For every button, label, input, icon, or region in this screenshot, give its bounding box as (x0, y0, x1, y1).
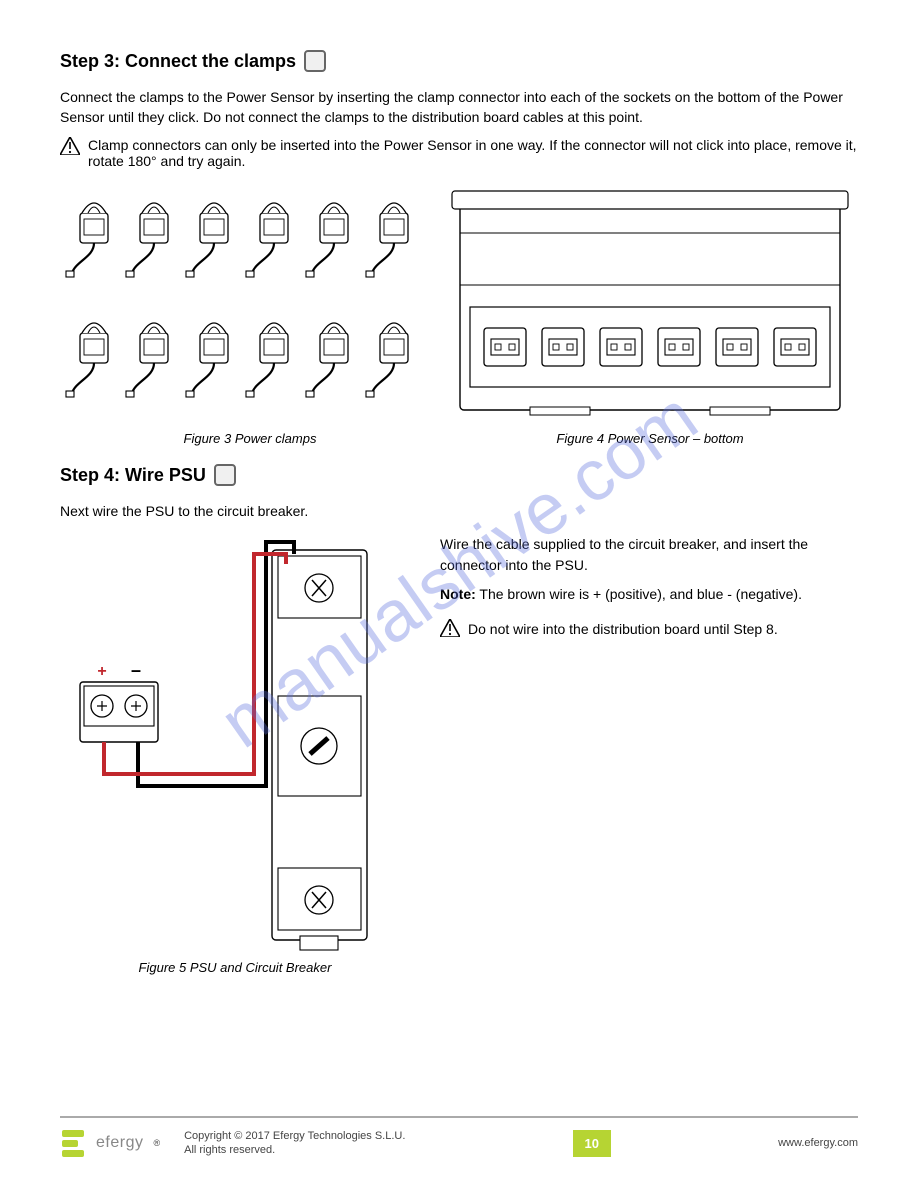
power-sensor-diagram (450, 185, 850, 425)
clamps-diagram (60, 185, 440, 425)
figure3-caption: Figure 3 Power clamps (184, 431, 317, 446)
footer-left: efergy ® Copyright © 2017 Efergy Technol… (60, 1128, 405, 1158)
brand-logo-icon (60, 1128, 86, 1158)
step3-checkbox[interactable] (304, 50, 326, 72)
figure-row-1: Figure 3 Power clamps (60, 185, 858, 446)
step4-right-text: Wire the cable supplied to the circuit b… (440, 534, 858, 975)
figure3: Figure 3 Power clamps (60, 185, 440, 446)
svg-text:+: + (97, 663, 106, 680)
step4-warning-text: Do not wire into the distribution board … (468, 619, 778, 640)
step4-content-row: + – Figure 5 PSU and Circuit Breaker Wir… (60, 534, 858, 975)
step4-intro: Next wire the PSU to the circuit breaker… (60, 502, 858, 522)
page-footer: efergy ® Copyright © 2017 Efergy Technol… (60, 1116, 858, 1158)
warning-icon (60, 137, 80, 155)
footer-brand: efergy (96, 1134, 143, 1152)
figure4-caption: Figure 4 Power Sensor – bottom (556, 431, 743, 446)
figure4: Figure 4 Power Sensor – bottom (450, 185, 850, 446)
step4-title: Step 4: Wire PSU (60, 464, 858, 486)
footer-copy-line2: All rights reserved. (184, 1144, 275, 1156)
step3-warning-text: Clamp connectors can only be inserted in… (88, 137, 858, 169)
step4-title-text: Step 4: Wire PSU (60, 465, 206, 486)
svg-text:–: – (131, 660, 141, 680)
step4-note-label: Note: (440, 586, 476, 602)
step3-warning: Clamp connectors can only be inserted in… (60, 137, 858, 169)
figure5: + – Figure 5 PSU and Circuit Breaker (60, 534, 410, 975)
figure5-caption: Figure 5 PSU and Circuit Breaker (139, 960, 332, 975)
step4-checkbox[interactable] (214, 464, 236, 486)
psu-breaker-diagram: + – (60, 534, 410, 954)
step4-p1: Wire the cable supplied to the circuit b… (440, 534, 858, 576)
step3-paragraph: Connect the clamps to the Power Sensor b… (60, 88, 858, 127)
step3-title-text: Step 3: Connect the clamps (60, 51, 296, 72)
footer-copy-line1: Copyright © 2017 Efergy Technologies S.L… (184, 1130, 405, 1142)
step4-warning: Do not wire into the distribution board … (440, 619, 858, 640)
footer-url: www.efergy.com (778, 1137, 858, 1149)
registered-icon: ® (153, 1138, 160, 1148)
warning-icon (440, 619, 460, 637)
step4-note-text: The brown wire is + (positive), and blue… (479, 586, 802, 602)
page-number: 10 (573, 1130, 611, 1157)
step4-note: Note: The brown wire is + (positive), an… (440, 584, 858, 605)
footer-copyright: Copyright © 2017 Efergy Technologies S.L… (184, 1129, 405, 1158)
step3-title: Step 3: Connect the clamps (60, 50, 858, 72)
